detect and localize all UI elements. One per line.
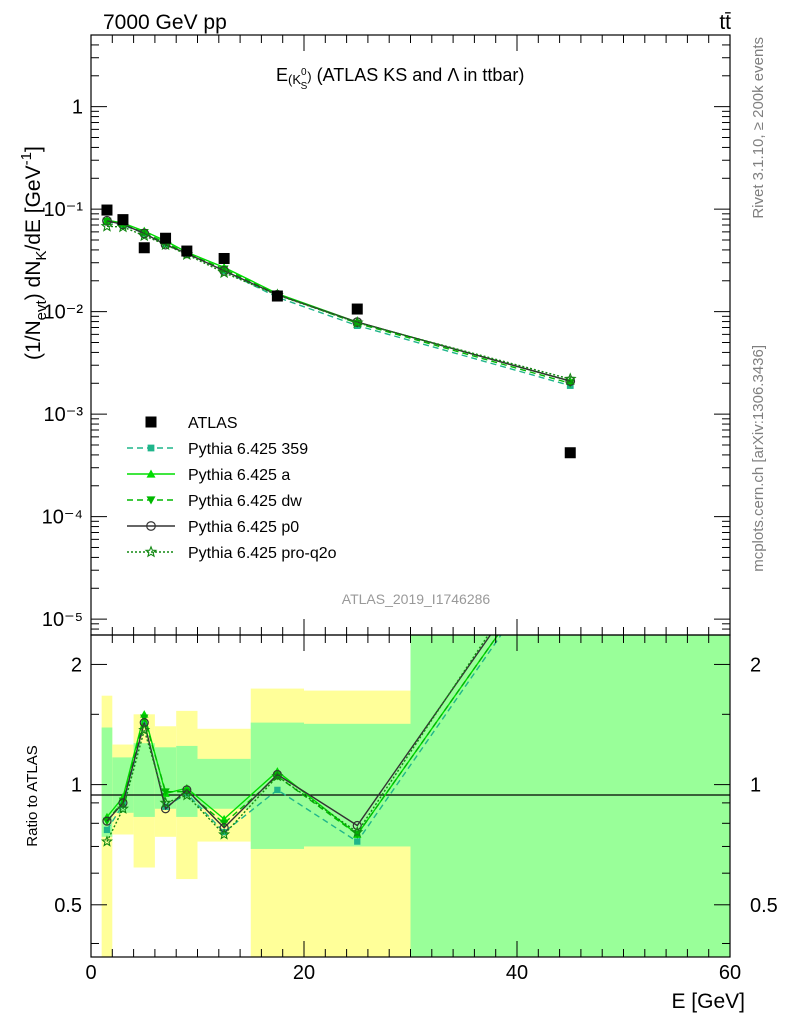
ratio-y-tick-label: 1 [71, 775, 82, 797]
legend-marker [146, 496, 156, 505]
legend-label: Pythia 6.425 359 [188, 441, 308, 458]
data-point [181, 245, 193, 257]
data-point [218, 252, 230, 264]
process-label: tt̄ [719, 11, 731, 34]
ratio-point [182, 785, 192, 795]
series-point [116, 220, 130, 233]
legend-label: Pythia 6.425 p0 [188, 519, 299, 536]
ratio-y-tick-label-right: 1 [750, 775, 761, 797]
ratio-point [351, 825, 364, 838]
ratio-point [161, 788, 170, 796]
ratio-band-inner [176, 745, 198, 817]
legend-marker [144, 545, 158, 558]
series-point [217, 265, 231, 279]
legend-label: Pythia 6.425 pro-q2o [188, 545, 337, 562]
x-axis-label: E [GeV] [671, 990, 745, 1013]
ratio-y-tick-label-right: 0.5 [750, 895, 778, 917]
ratio-point [103, 826, 111, 834]
ratio-series-line [106, 635, 489, 842]
series-line [106, 225, 571, 380]
ratio-y-axis-label: Ratio to ATLAS [24, 745, 41, 846]
legend-marker [146, 521, 156, 531]
series-point [563, 372, 577, 385]
series-point [137, 229, 151, 242]
ratio-series-line [106, 635, 499, 836]
ratio-point [274, 786, 281, 794]
data-point [351, 303, 363, 315]
legend-label: ATLAS [188, 415, 238, 432]
main-series [100, 215, 577, 389]
x-tick-label: 0 [85, 962, 96, 984]
legend: ATLAS Pythia 6.425 359 Pythia 6.425 a Pythi… [127, 415, 337, 562]
ratio-point [352, 820, 362, 831]
x-tick-label: 60 [719, 962, 741, 984]
y-tick-label: 10⁻⁴ [42, 507, 83, 529]
data-point [117, 214, 129, 226]
ratio-point [116, 802, 129, 814]
ratio-point [182, 788, 192, 796]
rivet-label: Rivet 3.1.10, ≥ 200k events [750, 37, 767, 219]
data-point [101, 204, 113, 216]
ratio-point [138, 723, 151, 736]
energy-label: 7000 GeV pp [103, 11, 227, 34]
mcplots-label: mcplots.cern.ch [arXiv:1306.3436] [750, 345, 767, 572]
ratio-y-tick-label: 2 [71, 654, 82, 676]
ratio-point [159, 796, 172, 809]
y-tick-label: 10⁻² [44, 302, 84, 324]
series-line [106, 219, 571, 382]
data-point [138, 242, 150, 254]
series-point [100, 219, 114, 232]
series-line [106, 220, 571, 384]
data-point [160, 232, 172, 244]
x-tick-label: 20 [293, 962, 315, 984]
ratio-series [100, 635, 502, 847]
legend-label: Pythia 6.425 a [188, 467, 290, 484]
ratio-band-inner [133, 743, 155, 817]
ratio-point [219, 823, 229, 833]
svg-text:(1/Nevt) dNK/dE [GeV-1]: (1/Nevt) dNK/dE [GeV-1] [18, 146, 50, 360]
legend-label: Pythia 6.425 dw [188, 493, 302, 510]
y-tick-label: 10⁻⁵ [42, 609, 83, 631]
ratio-point [102, 816, 112, 826]
series-point [350, 316, 364, 329]
analysis-id: ATLAS_2019_I1746286 [342, 591, 491, 607]
ratio-point [271, 769, 284, 782]
ratio-ticks: 0 20 40 60 0.5 0.5 1 1 2 2 [54, 635, 778, 984]
ratio-band-inner [101, 727, 113, 837]
ratio-point [354, 838, 361, 845]
y-tick-label: 10⁻¹ [44, 199, 84, 221]
ratio-y-tick-label-right: 2 [750, 654, 761, 676]
ratio-bands [101, 635, 730, 957]
y-tick-label: 1 [72, 97, 83, 119]
data-point [271, 290, 283, 302]
ratio-band-inner [112, 757, 134, 813]
series-point [102, 215, 112, 226]
ratio-point [100, 835, 113, 847]
ratio-point [180, 789, 193, 801]
plot-title: E(K0 S) (ATLAS KS and Λ in ttbar) [276, 65, 524, 92]
main-y-axis-label: (1/Nevt) dNK/dE [GeV-1] [18, 146, 50, 360]
main-frame [90, 34, 731, 636]
legend-marker [146, 469, 156, 478]
x-tick-label: 40 [506, 962, 528, 984]
series-line [106, 220, 571, 382]
ratio-band-inner [197, 758, 251, 809]
ratio-point [118, 798, 128, 808]
data-point [564, 447, 576, 459]
y-tick-label: 10⁻³ [44, 404, 84, 426]
ratio-point [218, 828, 231, 840]
ratio-band-inner [154, 747, 177, 809]
ratio-y-tick-label: 0.5 [54, 895, 82, 917]
ratio-band-inner [410, 635, 730, 957]
legend-marker-data [145, 416, 157, 428]
legend-marker [147, 444, 155, 452]
main-data-points [101, 204, 576, 459]
main-ticks: 10⁻⁵ 10⁻⁴ 10⁻³ 10⁻² 10⁻¹ 1 [42, 34, 731, 636]
series-point [565, 376, 576, 386]
